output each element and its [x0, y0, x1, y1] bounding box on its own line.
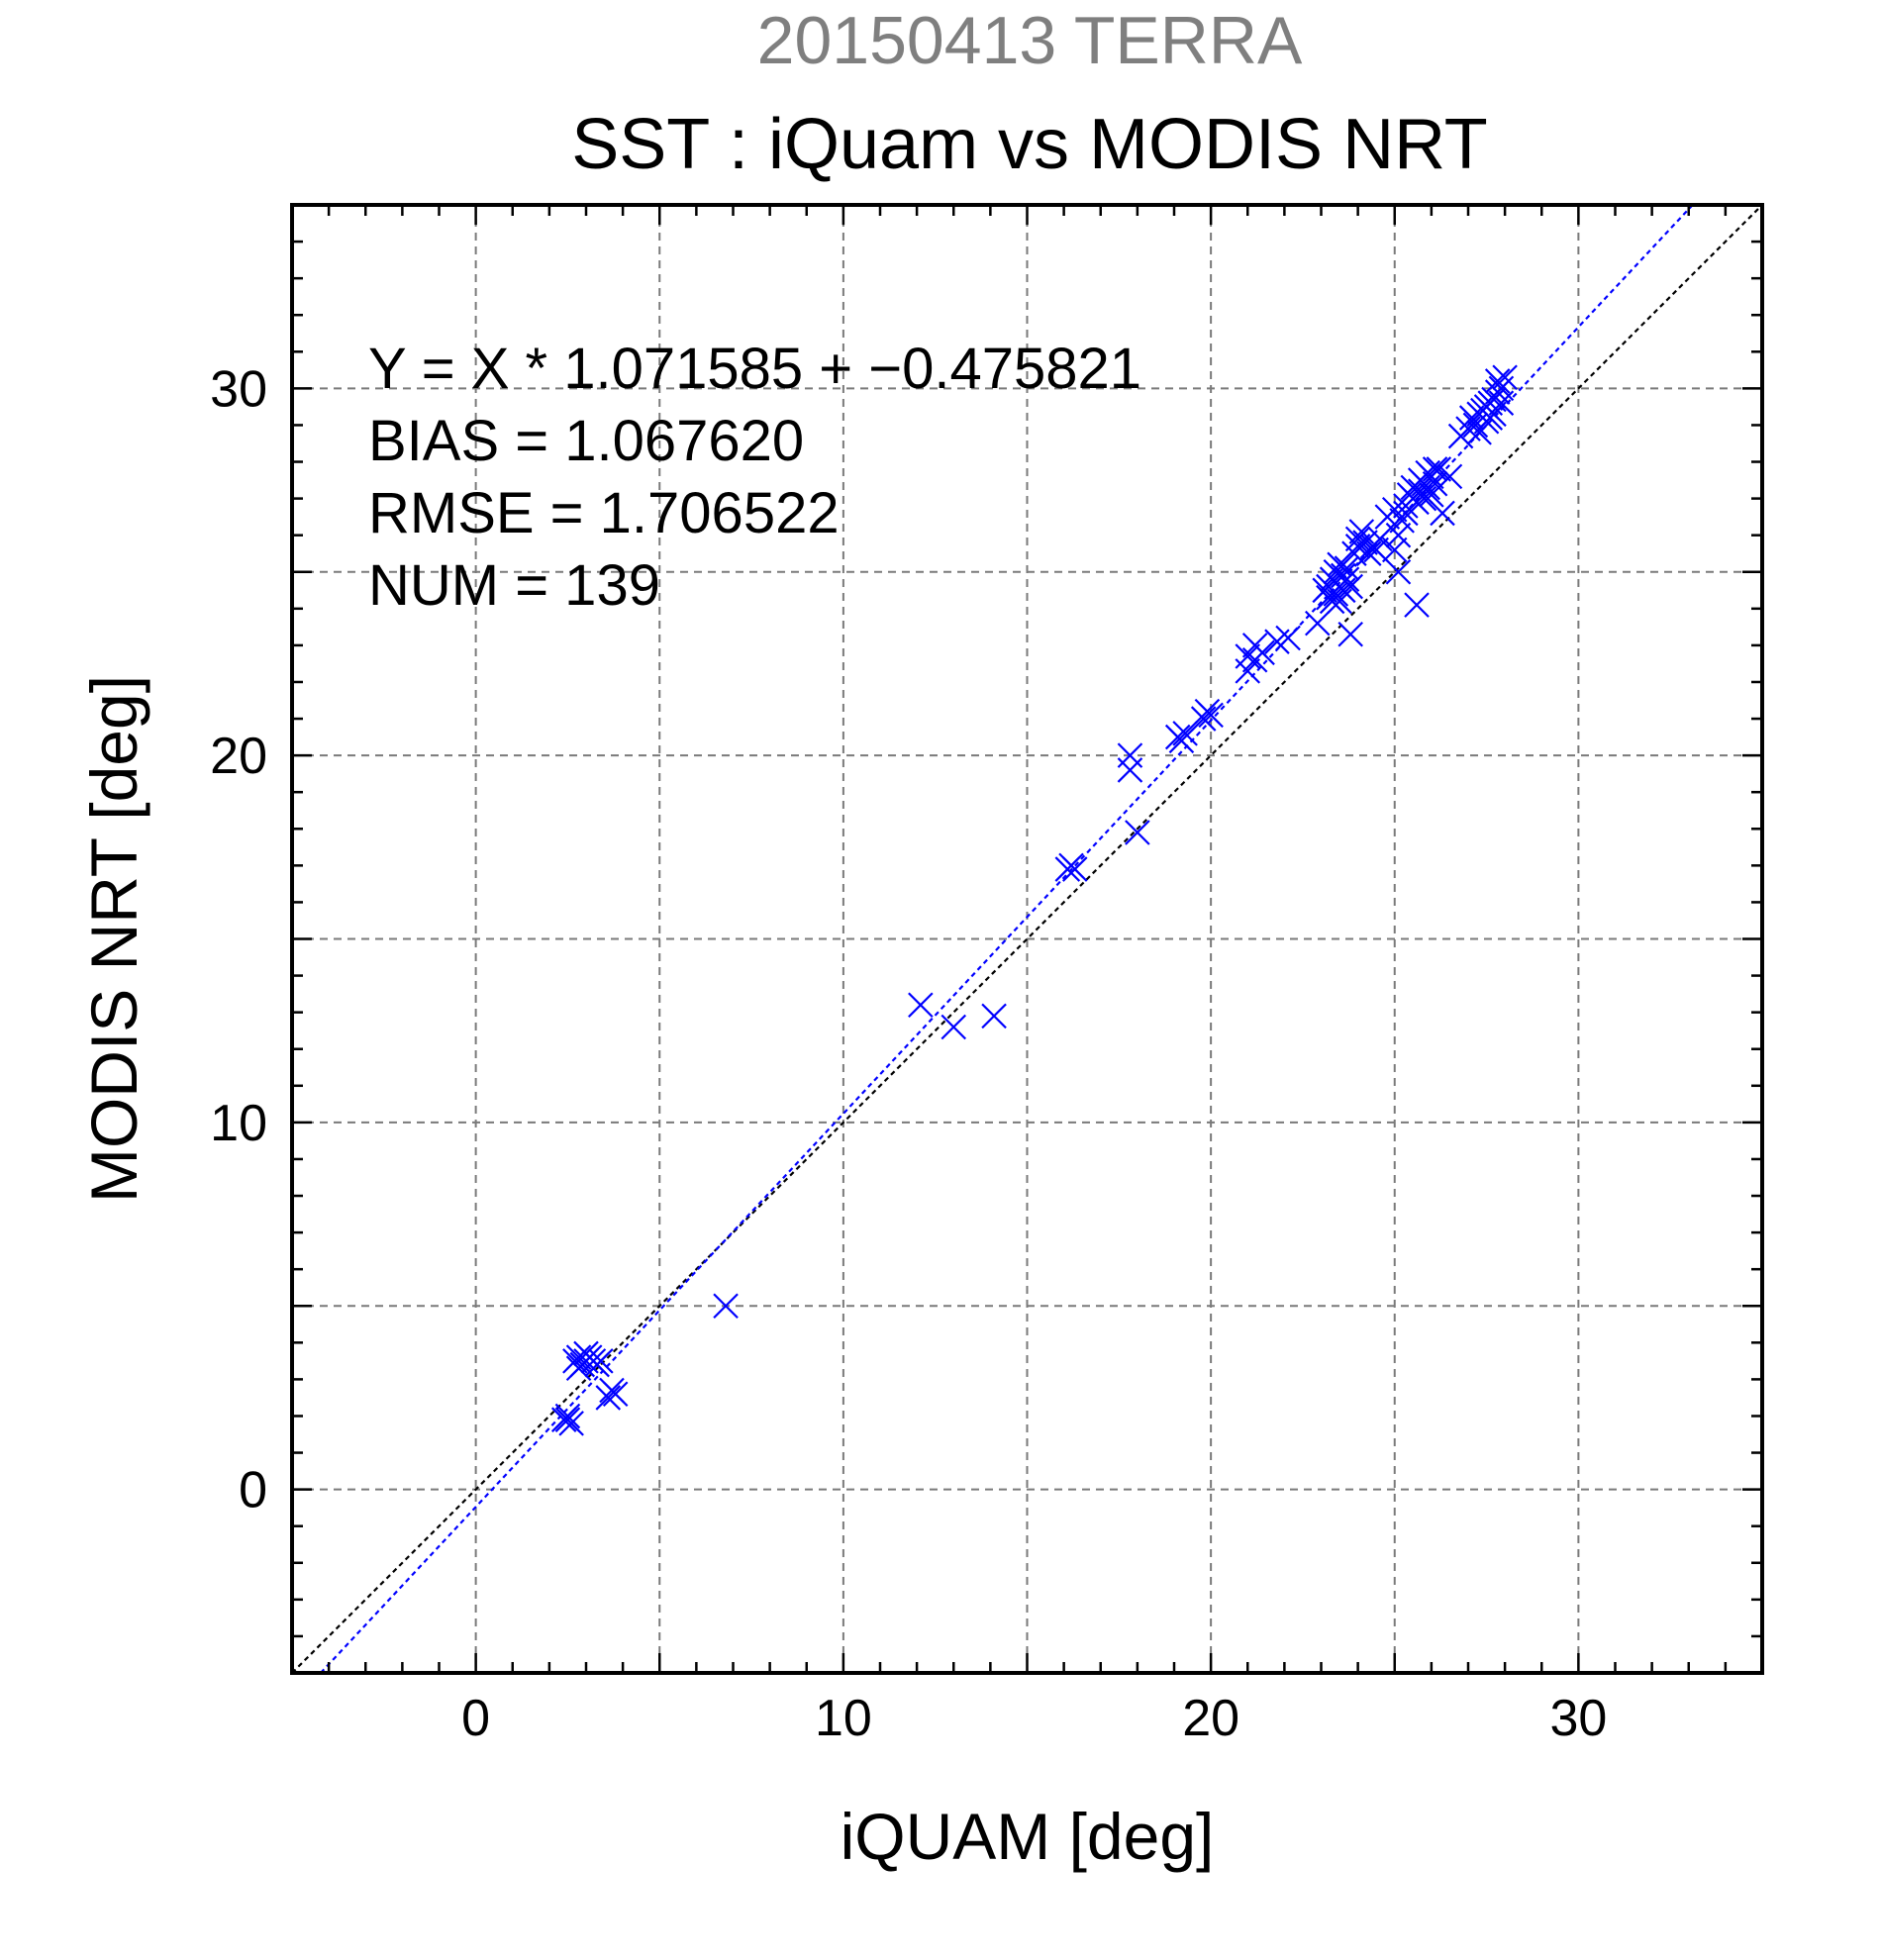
tick-labels: 0 10 20 30 0 10 20 30: [210, 360, 1607, 1747]
x-axis-label: iQUAM [deg]: [841, 1800, 1215, 1873]
data-point: [1275, 625, 1301, 651]
data-point: [1344, 526, 1371, 552]
data-point: [602, 1381, 629, 1408]
data-point: [565, 1344, 592, 1370]
stat-line: BIAS = 1.067620: [368, 409, 804, 473]
data-points: [550, 364, 1518, 1436]
y-tick-label: 30: [210, 360, 267, 418]
reference-lines: [291, 204, 1763, 1674]
data-point: [940, 1014, 967, 1040]
one-to-one-line: [291, 204, 1763, 1674]
data-point: [1125, 820, 1150, 845]
chart-title: SST : iQuam vs MODIS NRT: [571, 105, 1488, 184]
data-point: [1492, 364, 1518, 391]
x-tick-label: 30: [1549, 1690, 1607, 1747]
data-point: [1426, 456, 1452, 482]
stat-line: Y = X * 1.071585 + −0.475821: [368, 337, 1141, 401]
data-point: [981, 1003, 1007, 1029]
x-tick-label: 20: [1182, 1690, 1239, 1747]
data-point: [908, 992, 934, 1019]
data-point: [1381, 537, 1408, 563]
data-point: [1422, 470, 1448, 497]
x-tick-label: 0: [461, 1690, 490, 1747]
data-point: [1337, 573, 1363, 600]
data-point: [1235, 643, 1261, 669]
y-axis-label: MODIS NRT [deg]: [77, 675, 150, 1203]
data-point: [1117, 757, 1143, 783]
x-tick-label: 10: [815, 1690, 872, 1747]
data-point: [1235, 658, 1261, 684]
data-point: [1323, 581, 1349, 607]
data-point: [1249, 639, 1275, 666]
plot-frame: [290, 203, 1764, 1675]
data-point: [588, 1348, 614, 1374]
y-tick-label: 0: [239, 1462, 267, 1519]
data-point: [554, 1407, 581, 1432]
data-point: [1334, 566, 1360, 592]
data-point: [554, 1403, 581, 1429]
regression-stats: Y = X * 1.071585 + −0.475821 BIAS = 1.067…: [368, 337, 1141, 618]
data-point: [1198, 702, 1224, 729]
data-point: [1337, 622, 1363, 647]
data-point: [1190, 706, 1217, 732]
stat-line: NUM = 139: [368, 553, 660, 618]
data-point: [713, 1293, 739, 1320]
data-point: [1458, 405, 1485, 431]
grid-lines: [292, 205, 1762, 1673]
data-point: [1436, 463, 1463, 490]
data-point: [1305, 610, 1331, 637]
data-point: [1481, 401, 1507, 428]
data-point: [1355, 540, 1382, 566]
y-tick-label: 20: [210, 728, 267, 785]
data-point: [1385, 558, 1412, 585]
data-point: [1168, 728, 1195, 754]
data-point: [595, 1385, 622, 1411]
data-point: [1172, 721, 1198, 746]
data-point: [1389, 508, 1415, 534]
data-point: [1466, 420, 1492, 445]
data-point: [1484, 368, 1511, 394]
data-point: [1430, 500, 1455, 527]
data-point: [1404, 592, 1430, 618]
stat-line: RMSE = 1.706522: [368, 481, 840, 545]
y-tick-label: 10: [210, 1095, 267, 1152]
chart-supertitle: 20150413 TERRA: [757, 3, 1303, 78]
data-point: [1061, 856, 1088, 882]
data-point: [1385, 522, 1412, 548]
